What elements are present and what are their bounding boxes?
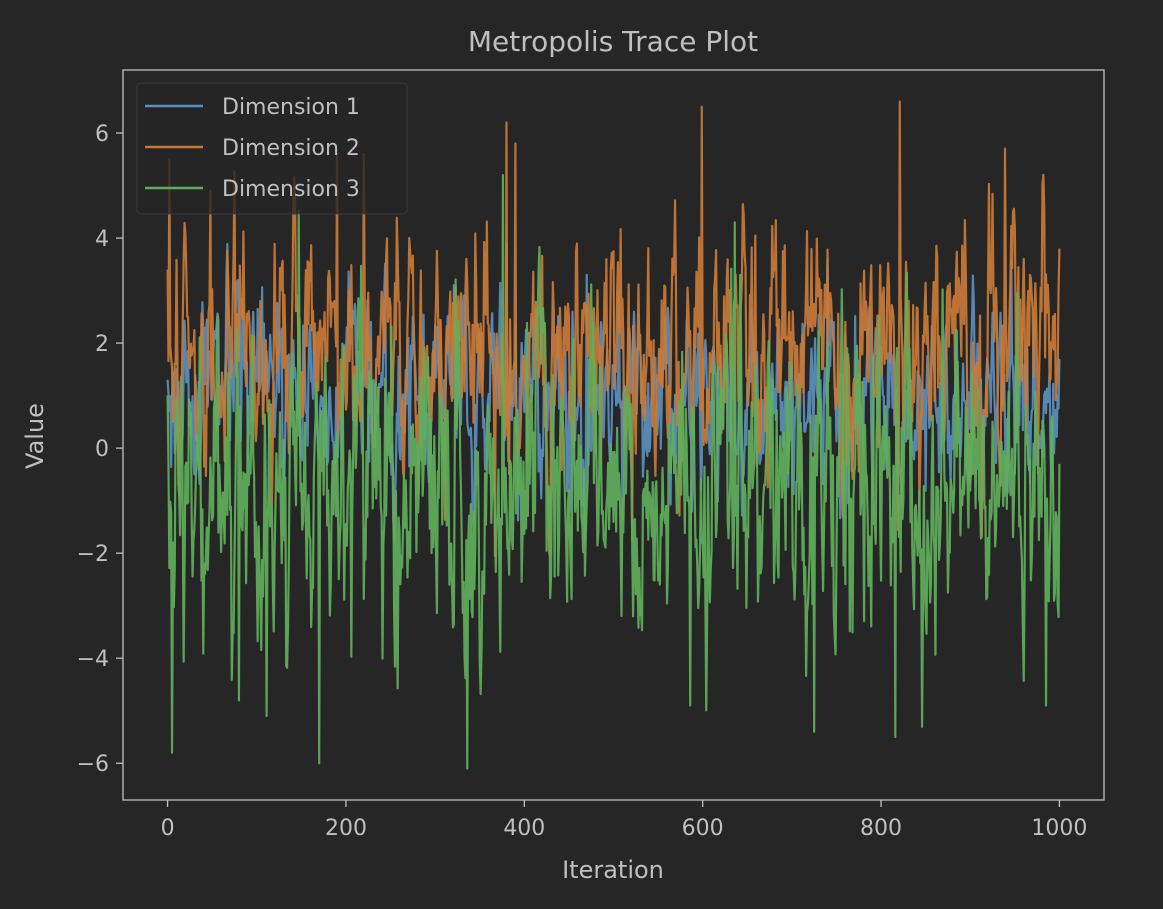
- y-tick-label: 2: [95, 332, 109, 357]
- x-tick-label: 600: [682, 816, 724, 841]
- chart-title: Metropolis Trace Plot: [468, 25, 758, 58]
- y-tick-label: −6: [77, 752, 109, 777]
- legend-entries: Dimension 1 Dimension 2 Dimension 3: [145, 95, 360, 202]
- x-tick-label: 0: [161, 816, 175, 841]
- y-tick-label: −2: [77, 542, 109, 567]
- y-tick-label: 6: [95, 122, 109, 147]
- x-tick-label: 800: [860, 816, 902, 841]
- x-tick-label: 400: [503, 816, 545, 841]
- y-axis-label: Value: [21, 403, 49, 469]
- plot-area: 0 200 400 600 800 1000 −6 −4 −2 0 2 4 6: [77, 69, 1105, 841]
- x-axis-ticks: 0 200 400 600 800 1000: [161, 800, 1087, 841]
- legend: Dimension 1 Dimension 2 Dimension 3: [136, 82, 408, 215]
- legend-label-dimension-1: Dimension 1: [222, 95, 360, 120]
- series-line-dimension-3: [166, 173, 1061, 770]
- y-tick-label: 0: [95, 437, 109, 462]
- axes-frame: [122, 69, 1105, 801]
- x-tick-label: 1000: [1031, 816, 1087, 841]
- legend-label-dimension-2: Dimension 2: [222, 136, 360, 161]
- y-tick-label: 4: [95, 227, 109, 252]
- x-axis-label: Iteration: [562, 856, 664, 884]
- y-axis-ticks: −6 −4 −2 0 2 4 6: [77, 122, 123, 777]
- x-tick-label: 200: [325, 816, 367, 841]
- series-layer: [166, 100, 1061, 770]
- legend-label-dimension-3: Dimension 3: [222, 177, 360, 202]
- legend-box: [136, 82, 408, 215]
- y-tick-label: −4: [77, 647, 109, 672]
